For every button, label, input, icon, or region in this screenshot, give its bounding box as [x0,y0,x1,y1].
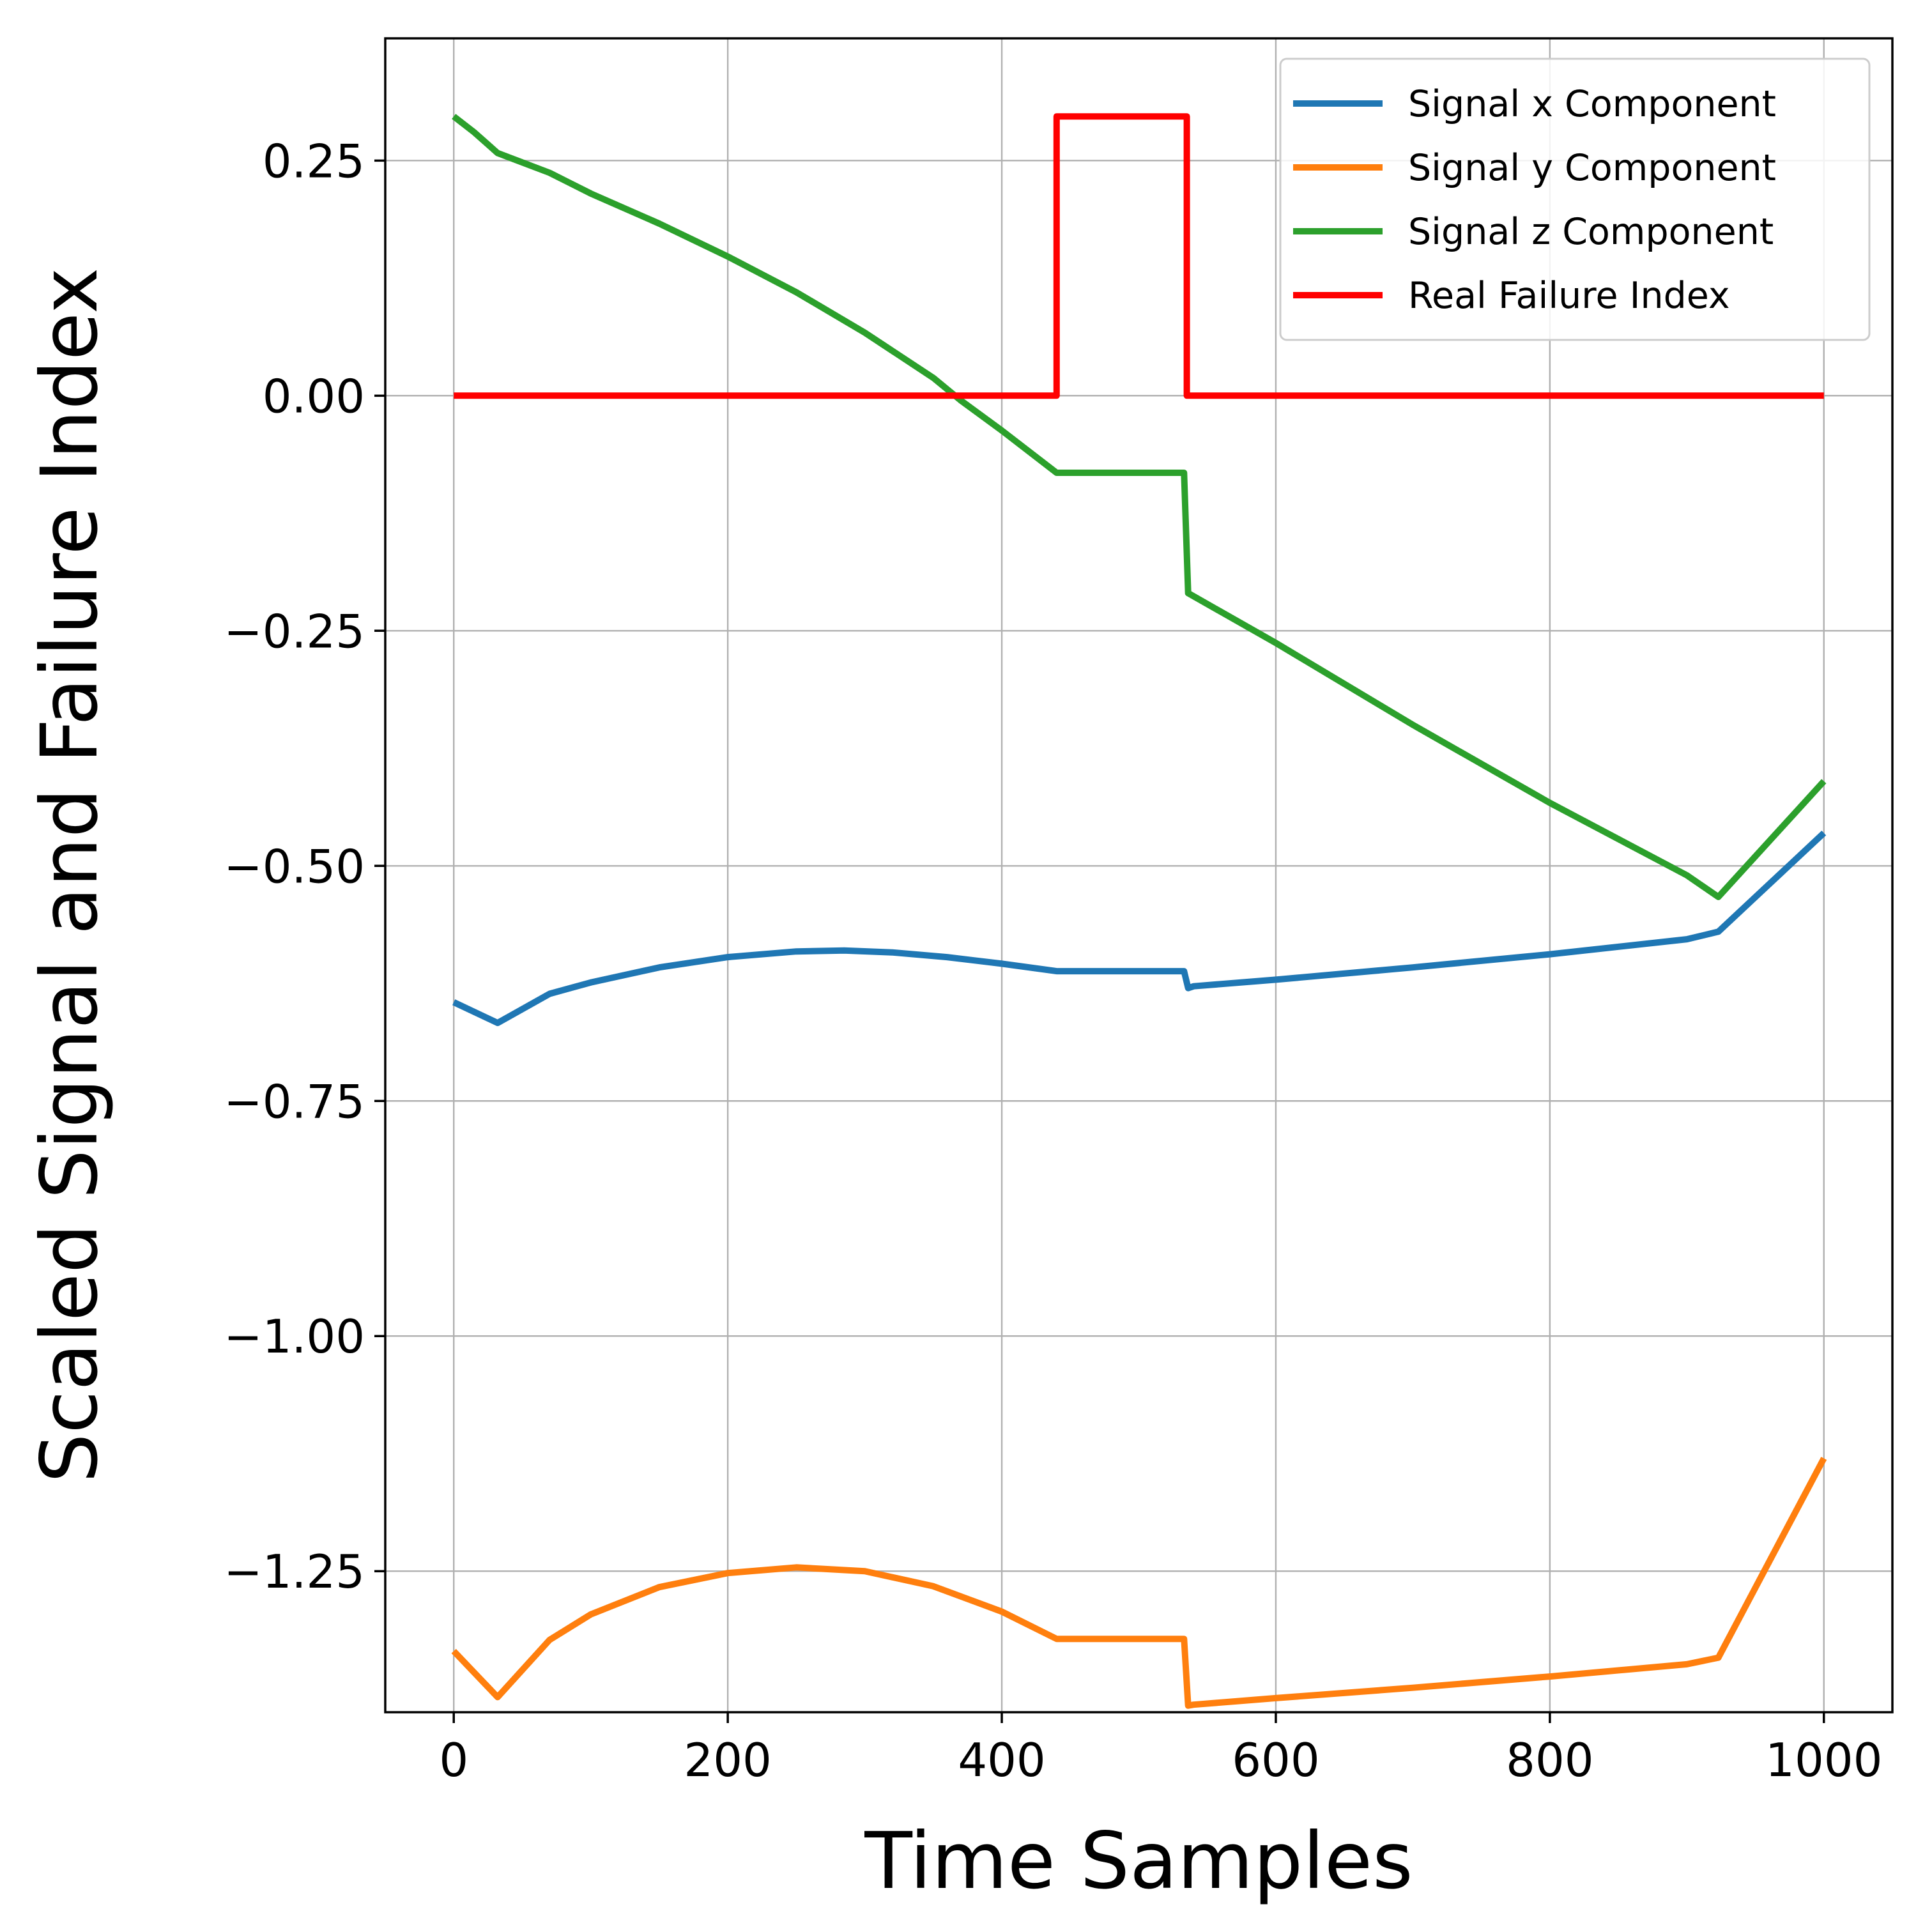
legend-label: Signal z Component [1408,211,1774,253]
y-tick-label: 0.25 [263,134,365,188]
legend: Signal x Component Signal y Component Sign… [1279,57,1871,341]
legend-label: Real Failure Index [1408,275,1730,317]
x-axis-ticks: 0 200 400 600 800 1000 [439,1712,1882,1787]
x-axis-title: Time Samples [864,1816,1413,1906]
x-tick-label: 0 [439,1733,468,1787]
x-tick-label: 200 [684,1733,771,1787]
series-lines [451,113,1827,1709]
series-line-2 [451,1457,1827,1709]
series-line-4 [454,113,1824,399]
y-tick-label: −0.25 [224,604,365,658]
plot-frame [384,37,1894,1713]
y-tick-label: −0.50 [224,839,365,893]
series-line-3 [452,114,1827,900]
y-tick-label: −1.25 [224,1545,365,1598]
y-axis-ticks: 0.25 0.00 −0.25 −0.50 −0.75 −1.00 −1.25 [224,134,385,1598]
x-tick-label: 400 [958,1733,1045,1787]
legend-box [1279,57,1871,341]
y-tick-label: −1.00 [224,1310,365,1363]
x-tick-label: 1000 [1765,1733,1882,1787]
y-tick-label: 0.00 [263,369,365,423]
legend-label: Signal y Component [1408,147,1776,189]
legend-label: Signal x Component [1408,83,1776,125]
x-tick-label: 800 [1506,1733,1593,1787]
y-tick-label: −0.75 [224,1075,365,1128]
y-axis-title: Scaled Signal and Failure Index [24,268,115,1483]
series-line-1 [452,831,1827,1027]
x-tick-label: 600 [1232,1733,1319,1787]
